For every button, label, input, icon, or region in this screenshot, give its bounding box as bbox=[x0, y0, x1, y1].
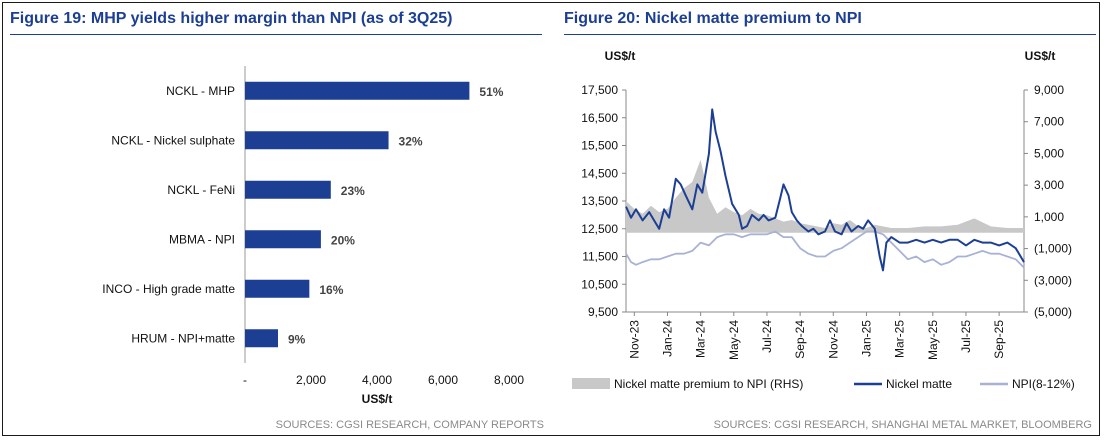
figure-20-line-chart: US$/t US$/t 17,500 16,500 15,500 14,500 13,500… bbox=[572, 49, 1075, 391]
left-axis-tick-label: 9,500 bbox=[588, 305, 618, 319]
bar-data-label: 23% bbox=[341, 184, 365, 198]
left-axis-tick-label: 10,500 bbox=[581, 277, 618, 291]
x-axis-tick-label: Jan-25 bbox=[859, 320, 873, 357]
bar bbox=[245, 81, 470, 100]
bar-x-tick-label: - bbox=[243, 373, 247, 387]
right-axis-tick-label: 9,000 bbox=[1034, 83, 1064, 97]
bar-x-axis-title: US$/t bbox=[362, 392, 393, 406]
x-axis-tick-label: Jan-24 bbox=[660, 320, 674, 357]
legend-nickel-matte-label: Nickel matte bbox=[886, 377, 952, 391]
figure-19-title-rule bbox=[10, 34, 542, 35]
left-axis-tick-label: 16,500 bbox=[581, 111, 618, 125]
figure-19-title: Figure 19: MHP yields higher margin than… bbox=[10, 10, 453, 27]
npi-line bbox=[625, 230, 1025, 269]
x-axis-tick-label: Jul-25 bbox=[959, 320, 973, 353]
right-axis-tick-label: 1,000 bbox=[1034, 210, 1064, 224]
right-axis-unit: US$/t bbox=[1025, 49, 1056, 63]
bar-x-tick-label: 8,000 bbox=[494, 373, 524, 387]
bar-x-tick-label: 4,000 bbox=[362, 373, 392, 387]
bar bbox=[245, 230, 321, 249]
legend-npi-label: NPI(8-12%) bbox=[1012, 377, 1075, 391]
figure-20-source: SOURCES: CGSI RESEARCH, SHANGHAI METAL M… bbox=[713, 419, 1092, 431]
premium-area-series bbox=[626, 159, 1024, 233]
figure-19-bar-chart: NCKL - MHP 51% NCKL - Nickel sulphate 32% NC… bbox=[102, 66, 524, 406]
bar bbox=[245, 131, 389, 150]
x-axis-tick-label: Nov-24 bbox=[826, 320, 840, 359]
figure-20-panel: Figure 20: Nickel matte premium to NPI U… bbox=[556, 0, 1100, 434]
x-axis-tick-label: Mar-25 bbox=[893, 320, 907, 358]
bar-category-label: NCKL - FeNi bbox=[167, 183, 235, 197]
right-axis-tick-label: (5,000) bbox=[1034, 305, 1072, 319]
bar bbox=[245, 329, 278, 348]
left-axis-tick-label: 13,500 bbox=[581, 194, 618, 208]
left-axis-tick-label: 15,500 bbox=[581, 139, 618, 153]
bar bbox=[245, 279, 310, 298]
right-axis-tick-label: 7,000 bbox=[1034, 115, 1064, 129]
x-axis-tick-label: Mar-24 bbox=[694, 320, 708, 358]
x-axis-tick-label: Jul-24 bbox=[760, 320, 774, 353]
bar-data-label: 51% bbox=[479, 85, 503, 99]
bar-category-label: MBMA - NPI bbox=[169, 232, 235, 246]
figure-19-source: SOURCES: CGSI RESEARCH, COMPANY REPORTS bbox=[275, 419, 544, 431]
x-axis-tick-label: May-24 bbox=[727, 320, 741, 360]
figure-20-title-rule bbox=[564, 34, 1096, 35]
right-axis-tick-label: (3,000) bbox=[1034, 273, 1072, 287]
left-axis-tick-label: 12,500 bbox=[581, 222, 618, 236]
bar-category-label: NCKL - Nickel sulphate bbox=[111, 133, 235, 147]
bar-data-label: 32% bbox=[399, 134, 423, 148]
legend-premium-swatch bbox=[572, 378, 610, 389]
left-axis-tick-label: 14,500 bbox=[581, 166, 618, 180]
left-axis-tick-label: 11,500 bbox=[582, 250, 618, 264]
bar-data-label: 20% bbox=[331, 233, 355, 247]
bar-category-label: HRUM - NPI+matte bbox=[131, 331, 235, 345]
bar-data-label: 16% bbox=[319, 283, 343, 297]
bar bbox=[245, 180, 331, 199]
figure-frame bbox=[2, 2, 1100, 436]
bar-data-label: 9% bbox=[288, 332, 306, 346]
right-axis-tick-label: (1,000) bbox=[1034, 242, 1072, 256]
x-axis-tick-label: Sep-25 bbox=[992, 320, 1006, 359]
left-axis-tick-label: 17,500 bbox=[581, 83, 618, 97]
legend-premium-label: Nickel matte premium to NPI (RHS) bbox=[614, 377, 803, 391]
x-axis-tick-label: May-25 bbox=[926, 320, 940, 360]
x-axis-tick-label: Sep-24 bbox=[793, 320, 807, 359]
bar-category-label: NCKL - MHP bbox=[166, 84, 235, 98]
bar-x-tick-label: 2,000 bbox=[296, 373, 326, 387]
bar-x-tick-label: 6,000 bbox=[428, 373, 458, 387]
nickel-matte-line bbox=[625, 108, 1025, 272]
left-axis-unit: US$/t bbox=[605, 49, 636, 63]
right-axis-tick-label: 5,000 bbox=[1034, 146, 1064, 160]
figure-19-panel: Figure 19: MHP yields higher margin than… bbox=[2, 0, 550, 434]
x-axis-tick-label: Nov-23 bbox=[627, 320, 641, 359]
right-axis-tick-label: 3,000 bbox=[1034, 178, 1064, 192]
bar-category-label: INCO - High grade matte bbox=[102, 282, 235, 296]
figure-20-title: Figure 20: Nickel matte premium to NPI bbox=[564, 10, 862, 27]
